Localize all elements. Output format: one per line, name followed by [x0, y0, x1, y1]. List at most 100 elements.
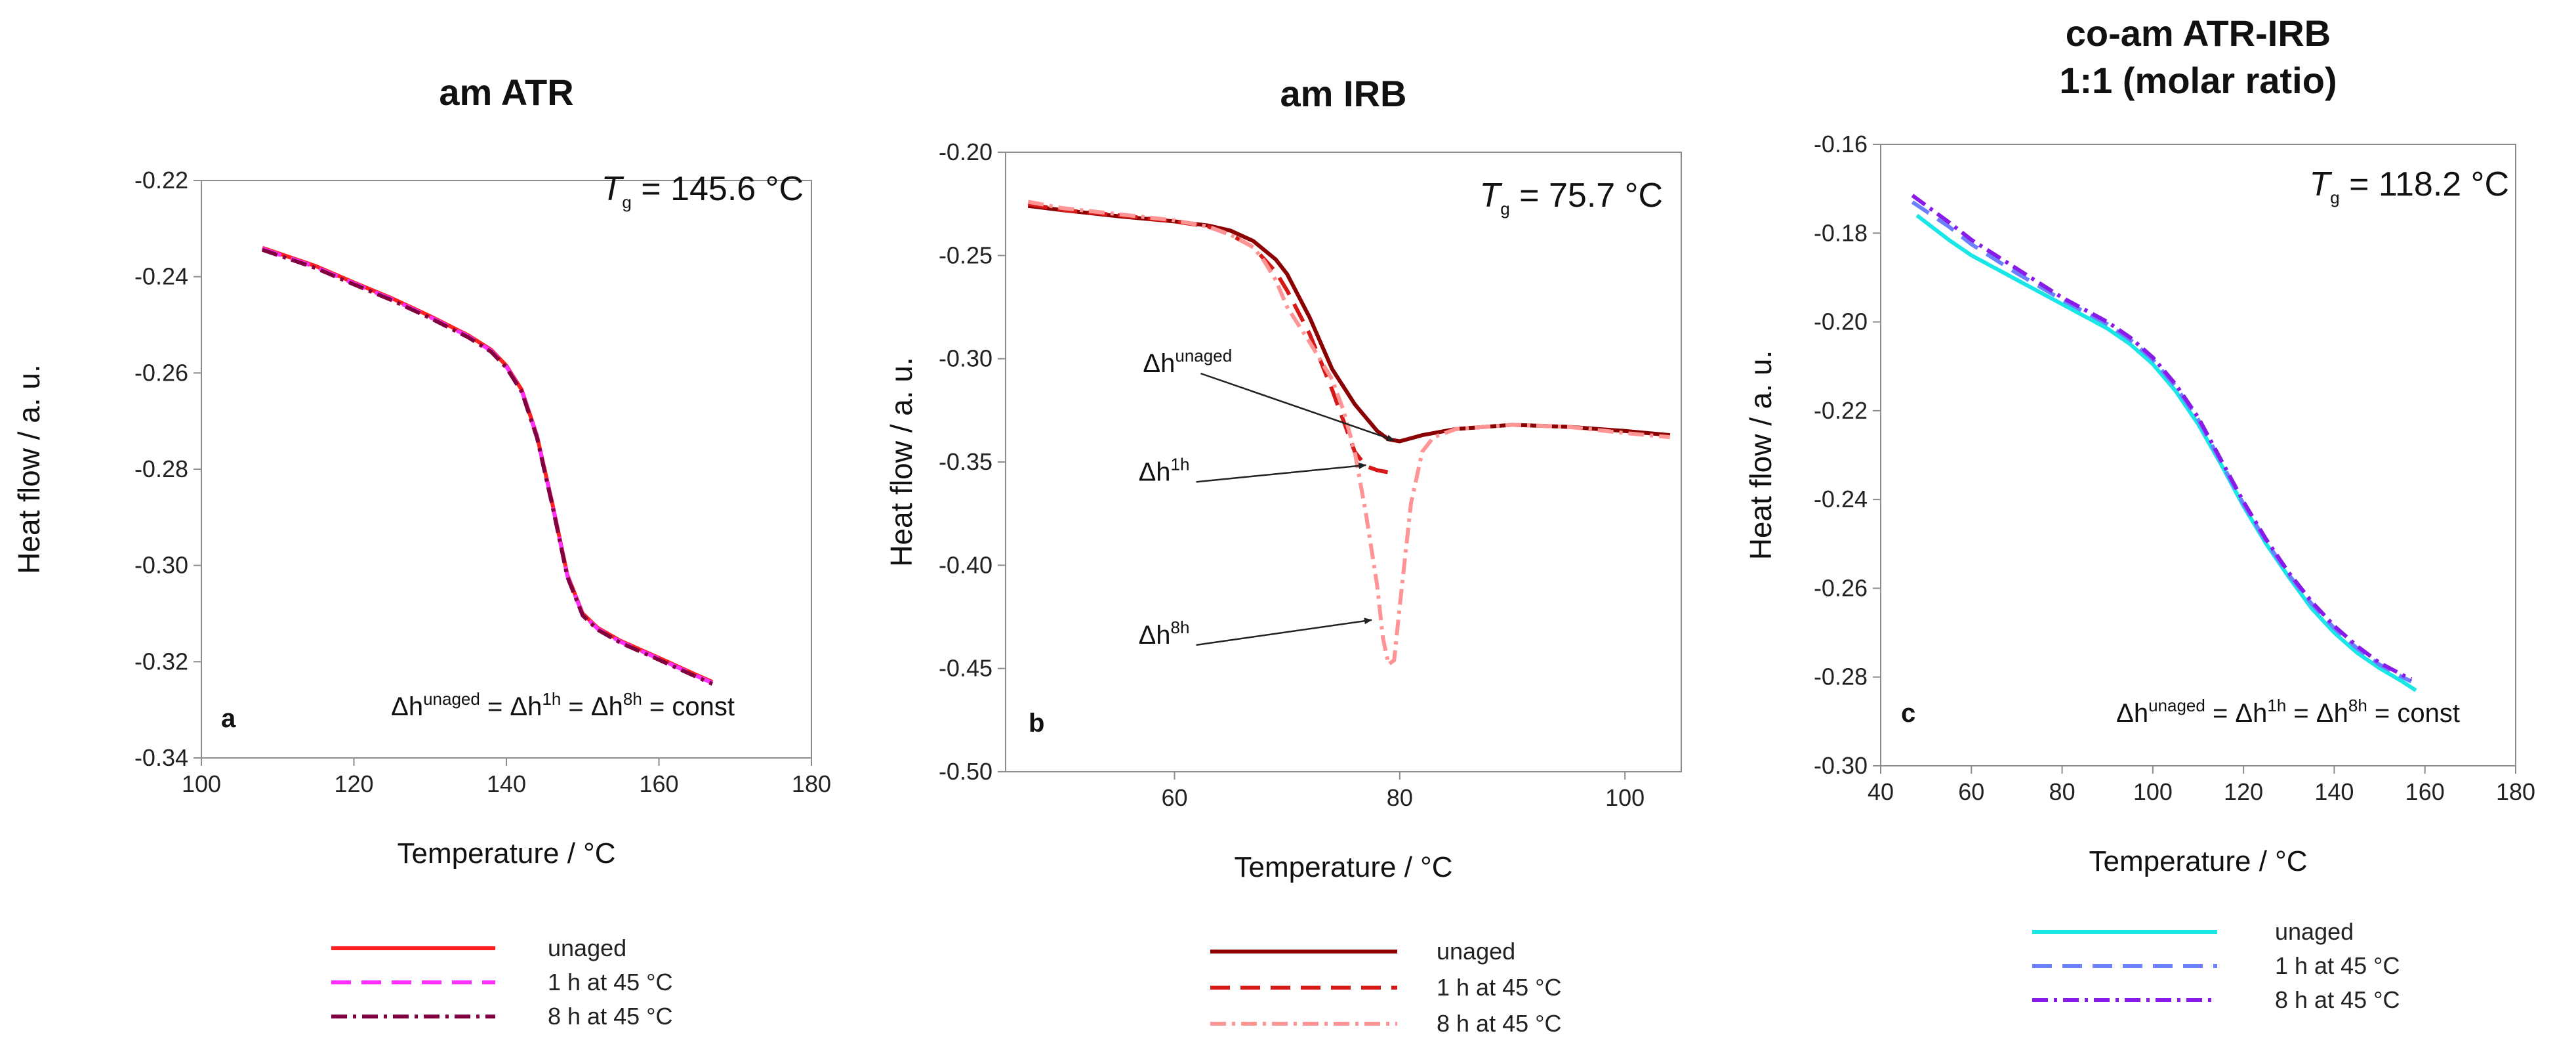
y-tick-label: -0.50 — [939, 758, 992, 785]
formula-sup-2: 1h — [2267, 696, 2286, 715]
series-line-2 — [1027, 201, 1389, 474]
panel-letter: c — [1901, 699, 1915, 728]
y-tick-label: -0.28 — [1814, 663, 1868, 690]
tg-label: Tg = 118.2 °C — [2309, 165, 2509, 207]
annotation-sup: 8h — [1171, 618, 1190, 637]
formula-delta-1: Δh — [2116, 699, 2148, 728]
delta-h-annotation: Δhunaged — [1143, 346, 1232, 378]
y-tick-label: -0.22 — [134, 167, 188, 194]
tg-subscript: g — [2330, 188, 2339, 207]
annotation-delta: Δh — [1139, 621, 1171, 650]
chart-panel-c: co-am ATR-IRB 1:1 (molar ratio) -0.16 -0.18… — [1744, 12, 2535, 1013]
series-line-2 — [1911, 200, 2413, 684]
delta-h-annotation: Δh8h — [1139, 618, 1190, 650]
tg-value: = 145.6 °C — [632, 170, 804, 208]
formula-delta-2: = Δh — [480, 692, 542, 721]
x-tick-label: 40 — [1868, 778, 1894, 805]
series-line-3 — [1027, 199, 1671, 667]
x-tick-label: 140 — [487, 770, 526, 797]
series-line-2 — [262, 247, 714, 685]
y-tick-label: -0.30 — [134, 552, 188, 579]
y-tick-label: -0.26 — [1814, 574, 1868, 601]
plot-frame — [1880, 144, 2516, 766]
chart-title: 1:1 (molar ratio) — [2059, 60, 2337, 101]
chart-panel-a: am ATR -0.22 -0.24 -0.26 -0.28 -0.30 -0.32 -0.3… — [12, 72, 831, 1030]
y-axis-label: Heat flow / a. u. — [12, 364, 46, 574]
x-tick-label: 100 — [2133, 778, 2173, 805]
panel-letter: b — [1029, 709, 1044, 738]
y-tick-label: -0.16 — [1814, 131, 1868, 157]
series-line-3 — [1911, 194, 2413, 681]
legend-label: 8 h at 45 °C — [2275, 986, 2400, 1013]
x-tick-label: 80 — [2049, 778, 2075, 805]
x-axis-label: Temperature / °C — [1234, 851, 1452, 883]
legend-label: 8 h at 45 °C — [548, 1003, 673, 1030]
chart-title: co-am ATR-IRB — [2066, 12, 2331, 54]
y-tick-label: -0.24 — [134, 263, 188, 290]
x-axis-label: Temperature / °C — [397, 837, 615, 870]
x-tick-label: 60 — [1161, 784, 1187, 811]
x-tick-label: 80 — [1387, 784, 1413, 811]
y-tick-label: -0.24 — [1814, 486, 1868, 513]
tg-symbol: T — [1480, 177, 1503, 215]
y-axis-label: Heat flow / a. u. — [1744, 350, 1778, 560]
y-tick-label: -0.34 — [134, 744, 188, 771]
delta-h-annotation: Δh1h — [1139, 454, 1190, 486]
series-line-1 — [262, 245, 714, 684]
x-axis-label: Temperature / °C — [2089, 845, 2307, 877]
chart-panel-b: am IRB -0.20 -0.25 -0.30 -0.35 -0.40 -0.45 -0.5… — [884, 73, 1682, 1037]
tg-symbol: T — [602, 170, 624, 208]
x-tick-label: 160 — [2405, 778, 2445, 805]
legend-label: unaged — [1437, 938, 1515, 965]
legend-label: 8 h at 45 °C — [1437, 1010, 1562, 1037]
annotation-arrow — [1196, 618, 1372, 646]
x-tick-label: 120 — [334, 770, 373, 797]
plot-frame — [1005, 152, 1682, 772]
series-line-1 — [1915, 213, 2417, 692]
tg-value: = 118.2 °C — [2340, 165, 2509, 203]
legend-label: unaged — [548, 934, 626, 961]
y-tick-label: -0.32 — [134, 648, 188, 675]
tg-subscript: g — [622, 192, 631, 212]
legend-label: 1 h at 45 °C — [548, 969, 673, 996]
x-tick-label: 140 — [2314, 778, 2354, 805]
formula-sup-1: unaged — [423, 689, 480, 709]
formula-delta-3: = Δh — [2286, 699, 2348, 728]
legend: unaged 1 h at 45 °C 8 h at 45 °C — [1210, 938, 1562, 1037]
panel-letter: a — [221, 704, 236, 733]
legend-label: unaged — [2275, 918, 2354, 945]
y-tick-label: -0.22 — [1814, 397, 1868, 424]
y-tick-label: -0.30 — [939, 345, 992, 372]
legend: unaged 1 h at 45 °C 8 h at 45 °C — [331, 934, 673, 1030]
x-tick-label: 100 — [182, 770, 221, 797]
formula-sup-1: unaged — [2148, 696, 2205, 715]
y-tick-label: -0.18 — [1814, 219, 1868, 246]
chart-title: am IRB — [1280, 73, 1407, 114]
annotation-arrow — [1196, 462, 1367, 483]
y-tick-label: -0.20 — [1814, 308, 1868, 335]
tg-label: Tg = 145.6 °C — [602, 170, 804, 212]
formula-sup-3: 8h — [623, 689, 642, 709]
y-tick-label: -0.25 — [939, 241, 992, 268]
y-tick-label: -0.35 — [939, 448, 992, 475]
annotation-delta: Δh — [1143, 349, 1175, 378]
legend-label: 1 h at 45 °C — [1437, 974, 1562, 1001]
tg-symbol: T — [2309, 165, 2332, 203]
delta-h-formula: Δhunaged = Δh1h = Δh8h = const — [391, 689, 735, 721]
x-tick-label: 60 — [1958, 778, 1984, 805]
annotation-sup: 1h — [1171, 454, 1190, 474]
y-axis-label: Heat flow / a. u. — [884, 357, 918, 567]
formula-delta-2: = Δh — [2205, 699, 2268, 728]
series-line-3 — [262, 247, 714, 686]
y-tick-label: -0.30 — [1814, 752, 1868, 779]
legend-label: 1 h at 45 °C — [2275, 952, 2400, 979]
plot-frame — [201, 180, 812, 759]
delta-h-formula: Δhunaged = Δh1h = Δh8h = const — [2116, 696, 2460, 728]
tg-label: Tg = 75.7 °C — [1480, 177, 1664, 219]
x-tick-label: 180 — [2496, 778, 2535, 805]
legend: unaged 1 h at 45 °C 8 h at 45 °C — [2032, 918, 2400, 1013]
annotation-delta: Δh — [1139, 457, 1171, 486]
x-tick-label: 100 — [1605, 784, 1645, 811]
x-tick-label: 160 — [639, 770, 678, 797]
formula-tail: = const — [642, 692, 735, 721]
